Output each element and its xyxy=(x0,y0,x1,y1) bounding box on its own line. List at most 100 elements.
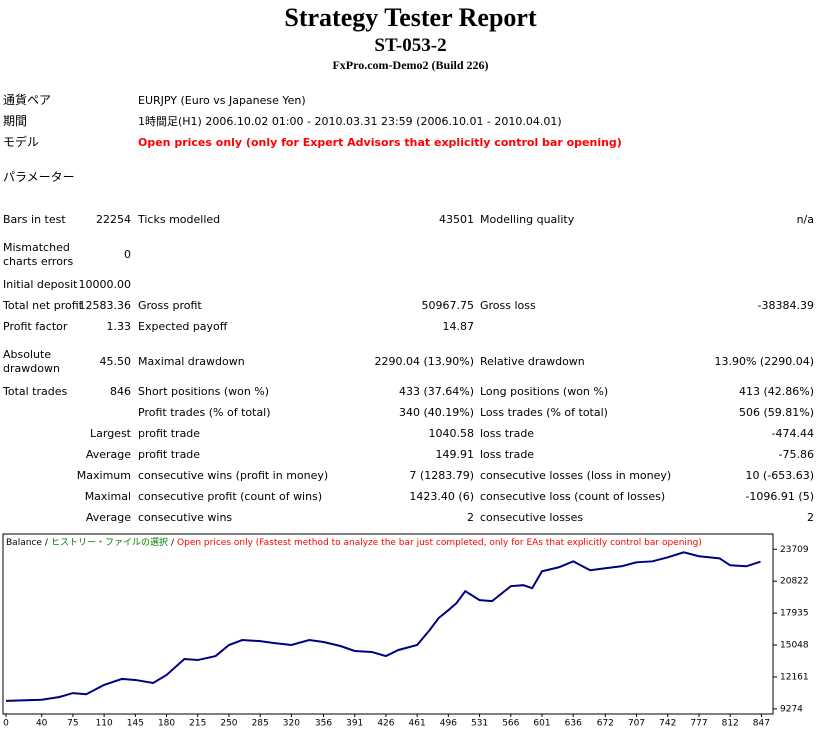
stat-label: consecutive wins (profit in money) xyxy=(138,469,329,482)
stat-label: Total net profit xyxy=(3,299,83,312)
stat-value: 10 (-653.63) xyxy=(745,469,814,482)
x-tick-label: 426 xyxy=(377,719,394,729)
stat-value: 10000.00 xyxy=(78,278,132,291)
x-tick-label: 110 xyxy=(96,719,113,729)
stat-label: consecutive losses xyxy=(480,511,584,524)
stat-label: Relative drawdown xyxy=(480,355,585,368)
stat-value: 340 (40.19%) xyxy=(398,406,474,419)
stat-label: Mismatched charts errors xyxy=(3,241,74,268)
stat-value: 2 xyxy=(467,511,474,524)
stat-label: profit trade xyxy=(138,427,201,440)
x-tick-label: 145 xyxy=(127,719,144,729)
stat-value: -75.86 xyxy=(778,448,814,461)
stat-value: -38384.39 xyxy=(757,299,814,312)
stat-value: 1423.40 (6) xyxy=(409,490,474,503)
x-tick-label: 356 xyxy=(315,719,332,729)
server-name: FxPro.com-Demo2 (Build 226) xyxy=(332,58,489,72)
legend-entry: Balance xyxy=(6,538,42,548)
x-tick-label: 742 xyxy=(659,719,676,729)
x-tick-label: 0 xyxy=(3,719,9,729)
stat-value: Average xyxy=(85,511,131,524)
stat-value: 13.90% (2290.04) xyxy=(714,355,814,368)
stat-value: 846 xyxy=(110,385,131,398)
stat-value: 149.91 xyxy=(435,448,475,461)
stat-value: 22254 xyxy=(96,213,131,226)
stat-value: -1096.91 (5) xyxy=(745,490,814,503)
y-tick-label: 17935 xyxy=(780,609,809,619)
stat-value: 1.33 xyxy=(106,320,132,333)
stat-value: 12583.36 xyxy=(78,299,132,312)
stat-label: Absolute drawdown xyxy=(3,348,60,375)
stat-label: Total trades xyxy=(3,385,68,398)
stat-label: Bars in test xyxy=(3,213,66,226)
y-tick-label: 23709 xyxy=(780,545,809,555)
stat-label: consecutive loss (count of losses) xyxy=(480,490,666,503)
stat-label: Expected payoff xyxy=(138,320,228,333)
x-tick-label: 496 xyxy=(440,719,457,729)
plot-frame xyxy=(2,533,774,715)
y-tick-label: 9274 xyxy=(780,704,803,714)
stat-label: Long positions (won %) xyxy=(480,385,609,398)
x-tick-label: 285 xyxy=(252,719,269,729)
x-tick-label: 320 xyxy=(283,719,300,729)
stat-value: Maximum xyxy=(76,469,131,482)
x-tick-label: 461 xyxy=(409,719,426,729)
stat-value: 2290.04 (13.90%) xyxy=(374,355,474,368)
x-tick-label: 215 xyxy=(189,719,206,729)
stat-value: -474.44 xyxy=(771,427,814,440)
info-label: モデル xyxy=(3,135,40,149)
stat-label: consecutive losses (loss in money) xyxy=(480,469,672,482)
x-tick-label: 180 xyxy=(158,719,175,729)
y-tick-label: 12161 xyxy=(780,672,809,682)
x-tick-label: 777 xyxy=(690,719,707,729)
report-title: Strategy Tester Report xyxy=(284,3,537,32)
stat-value: 1040.58 xyxy=(428,427,475,440)
stat-label: Initial deposit xyxy=(3,278,78,291)
stat-value: 2 xyxy=(807,511,814,524)
y-tick-label: 15048 xyxy=(780,641,809,651)
stat-value: 433 (37.64%) xyxy=(398,385,474,398)
x-tick-label: 812 xyxy=(722,719,739,729)
stat-label: Gross profit xyxy=(138,299,202,312)
stat-label: Maximal drawdown xyxy=(138,355,245,368)
legend-separator: / xyxy=(171,538,175,548)
y-tick-label: 20822 xyxy=(780,577,809,587)
stat-label: Loss trades (% of total) xyxy=(480,406,608,419)
x-tick-label: 250 xyxy=(220,719,237,729)
legend-note: Open prices only (Fastest method to anal… xyxy=(177,538,702,548)
stat-label: Short positions (won %) xyxy=(138,385,270,398)
stat-value: Average xyxy=(85,448,131,461)
stat-label: Profit factor xyxy=(3,320,68,333)
x-tick-label: 636 xyxy=(565,719,582,729)
info-value: EURJPY (Euro vs Japanese Yen) xyxy=(138,94,306,107)
x-tick-label: 566 xyxy=(502,719,519,729)
x-tick-label: 531 xyxy=(471,719,488,729)
stat-value: 7 (1283.79) xyxy=(409,469,474,482)
stat-label: Profit trades (% of total) xyxy=(138,406,271,419)
stat-label: Modelling quality xyxy=(480,213,575,226)
stat-value: n/a xyxy=(796,213,814,226)
stat-label: consecutive profit (count of wins) xyxy=(138,490,323,503)
stat-value: Maximal xyxy=(84,490,131,503)
x-tick-label: 847 xyxy=(753,719,770,729)
stat-value: 413 (42.86%) xyxy=(738,385,814,398)
legend-note: ヒストリー・ファイルの選択 xyxy=(51,536,168,548)
x-tick-label: 75 xyxy=(67,719,78,729)
stat-label: consecutive wins xyxy=(138,511,233,524)
info-label: 通貨ペア xyxy=(3,93,52,107)
stat-value: 506 (59.81%) xyxy=(738,406,814,419)
stat-label: Ticks modelled xyxy=(138,213,221,226)
x-tick-label: 391 xyxy=(346,719,363,729)
legend-separator: / xyxy=(45,538,49,548)
stat-value: 43501 xyxy=(439,213,474,226)
stat-label: Gross loss xyxy=(480,299,536,312)
stat-label: loss trade xyxy=(480,448,535,461)
stat-value: 14.87 xyxy=(442,320,475,333)
legend: Balance / ヒストリー・ファイルの選択 / Open prices only (… xyxy=(6,536,702,548)
x-tick-label: 707 xyxy=(628,719,645,729)
stat-label: profit trade xyxy=(138,448,201,461)
balance-chart: 9274 12161 15048 17935 20822 23709 0 40 75 110 145… xyxy=(2,533,809,729)
x-tick-label: 40 xyxy=(36,719,48,729)
stat-value: 0 xyxy=(124,248,131,261)
stat-value: 45.50 xyxy=(99,355,132,368)
